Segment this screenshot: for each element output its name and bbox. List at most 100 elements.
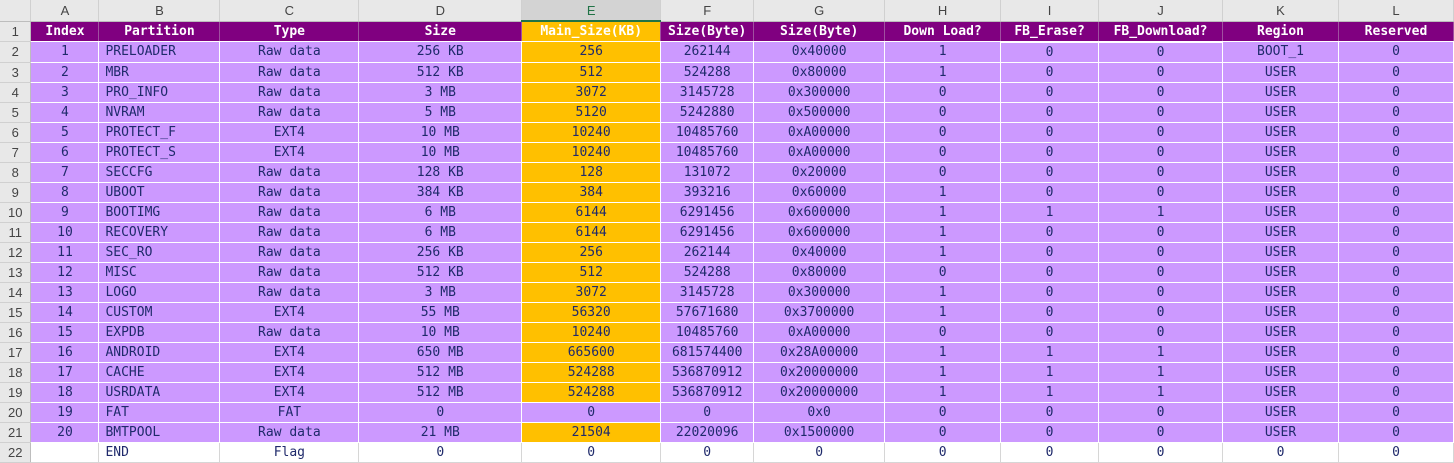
cell[interactable]: 1 [1000, 382, 1100, 403]
cell[interactable]: 0 [1098, 41, 1224, 63]
cell[interactable]: 0x1500000 [753, 422, 886, 443]
cell[interactable]: USER [1222, 382, 1339, 403]
cell[interactable]: 0x3700000 [753, 302, 886, 323]
cell[interactable]: 17 [30, 362, 100, 383]
cell[interactable]: 1 [1098, 342, 1224, 363]
header-cell[interactable]: Index [30, 21, 100, 42]
cell[interactable]: 6144 [521, 202, 662, 223]
cell[interactable]: 1 [1000, 202, 1100, 223]
cell[interactable]: 14 [30, 302, 100, 323]
row-number[interactable]: 4 [0, 82, 32, 103]
cell[interactable]: 12 [30, 262, 100, 283]
row-number[interactable]: 16 [0, 322, 32, 343]
header-cell[interactable]: Size(Byte) [753, 21, 886, 42]
cell[interactable]: 9 [30, 202, 100, 223]
cell[interactable]: 512 MB [358, 362, 523, 383]
cell[interactable]: EXT4 [219, 382, 360, 403]
cell[interactable]: 0 [1338, 62, 1454, 83]
cell[interactable]: 0x80000 [753, 62, 886, 83]
cell[interactable]: 21 MB [358, 422, 523, 443]
cell[interactable]: USER [1222, 62, 1339, 83]
cell[interactable]: 131072 [660, 162, 755, 183]
cell[interactable]: 0 [1098, 142, 1224, 163]
cell[interactable]: 0 [1000, 41, 1100, 63]
cell[interactable]: 0 [1000, 142, 1100, 163]
cell[interactable]: 1 [884, 62, 1002, 83]
cell[interactable]: Raw data [219, 102, 360, 123]
column-header[interactable]: I [1000, 0, 1100, 22]
row-number[interactable]: 14 [0, 282, 32, 303]
cell[interactable]: USER [1222, 262, 1339, 283]
column-header[interactable]: C [219, 0, 360, 22]
cell[interactable]: 19 [30, 402, 100, 423]
cell[interactable]: 0 [1000, 442, 1100, 463]
cell[interactable]: Flag [219, 442, 360, 463]
row-number[interactable]: 8 [0, 162, 32, 183]
cell[interactable]: 512 KB [358, 62, 523, 83]
cell[interactable]: 536870912 [660, 362, 755, 383]
cell[interactable]: 0 [1098, 322, 1224, 343]
cell[interactable]: 1 [1000, 342, 1100, 363]
cell[interactable]: 0 [1098, 182, 1224, 203]
cell[interactable]: 10485760 [660, 142, 755, 163]
cell[interactable]: 0 [884, 142, 1002, 163]
cell[interactable]: 0 [1222, 442, 1339, 463]
cell[interactable]: 0x600000 [753, 202, 886, 223]
cell[interactable]: 512 [521, 262, 662, 283]
cell[interactable]: USER [1222, 282, 1339, 303]
cell[interactable]: 1 [884, 362, 1002, 383]
cell[interactable]: 0 [1000, 102, 1100, 123]
cell[interactable]: USER [1222, 182, 1339, 203]
cell[interactable]: 0 [1338, 41, 1454, 63]
cell[interactable]: 0 [1000, 262, 1100, 283]
cell[interactable]: 0x28A00000 [753, 342, 886, 363]
cell[interactable]: 10 MB [358, 122, 523, 143]
column-header[interactable]: D [358, 0, 523, 22]
cell[interactable]: 0 [1000, 302, 1100, 323]
column-header[interactable]: F [660, 0, 755, 22]
column-header[interactable]: H [884, 0, 1002, 22]
cell[interactable]: 0 [1000, 322, 1100, 343]
cell[interactable]: LOGO [98, 282, 221, 303]
cell[interactable]: 0 [884, 262, 1002, 283]
cell[interactable]: USER [1222, 342, 1339, 363]
column-header[interactable]: B [98, 0, 221, 22]
cell[interactable]: BMTPOOL [98, 422, 221, 443]
cell[interactable]: BOOT_1 [1222, 41, 1339, 63]
cell[interactable]: USER [1222, 362, 1339, 383]
header-cell[interactable]: Down Load? [884, 21, 1002, 42]
cell[interactable]: 0 [1338, 422, 1454, 443]
cell[interactable]: USER [1222, 122, 1339, 143]
cell[interactable]: USER [1222, 402, 1339, 423]
cell[interactable]: EXT4 [219, 302, 360, 323]
column-header[interactable]: L [1338, 0, 1454, 22]
cell[interactable]: 3072 [521, 82, 662, 103]
cell[interactable]: 3 [30, 82, 100, 103]
header-cell[interactable]: Region [1222, 21, 1339, 42]
cell[interactable]: 10485760 [660, 122, 755, 143]
cell[interactable]: 0 [1338, 82, 1454, 103]
cell[interactable]: ANDROID [98, 342, 221, 363]
cell[interactable]: 1 [1098, 202, 1224, 223]
cell[interactable]: 18 [30, 382, 100, 403]
cell[interactable]: 0 [1338, 282, 1454, 303]
column-header[interactable]: J [1098, 0, 1224, 22]
cell[interactable]: 56320 [521, 302, 662, 323]
cell[interactable]: 0 [1000, 282, 1100, 303]
cell[interactable]: USRDATA [98, 382, 221, 403]
cell[interactable]: 0 [1098, 302, 1224, 323]
cell[interactable]: 0 [1098, 282, 1224, 303]
cell[interactable]: Raw data [219, 322, 360, 343]
cell[interactable]: USER [1222, 102, 1339, 123]
cell[interactable]: 0 [358, 442, 523, 463]
cell[interactable]: Raw data [219, 82, 360, 103]
cell[interactable]: BOOTIMG [98, 202, 221, 223]
row-number[interactable]: 11 [0, 222, 32, 243]
cell[interactable]: USER [1222, 242, 1339, 263]
cell[interactable]: 5242880 [660, 102, 755, 123]
cell[interactable]: 524288 [521, 362, 662, 383]
cell[interactable]: 0 [1000, 422, 1100, 443]
cell[interactable]: 1 [1000, 362, 1100, 383]
cell[interactable]: 10 MB [358, 322, 523, 343]
cell[interactable]: 3145728 [660, 282, 755, 303]
